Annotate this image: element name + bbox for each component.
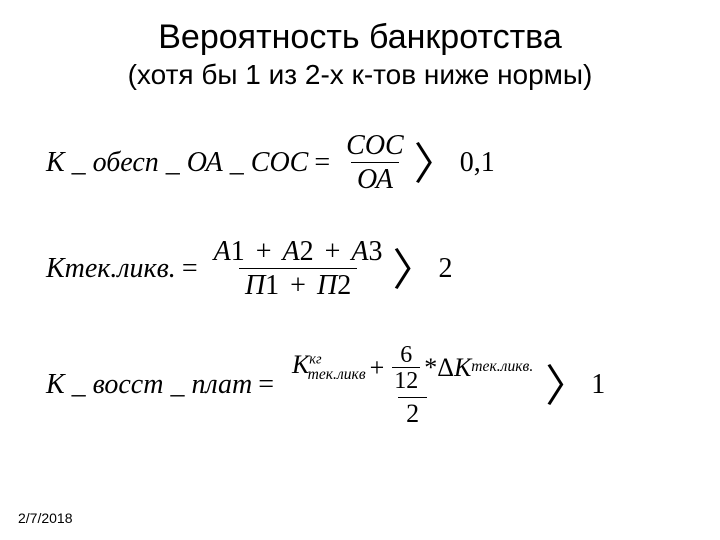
f3-k2-sub: тек.ликв. (471, 359, 533, 375)
equals: = (258, 369, 274, 401)
f2-fraction: А1 + А2 + А3 П1 + П2 (208, 237, 389, 301)
f3-twelve: 12 (392, 367, 420, 393)
formulas-block: К _ обесп _ ОА _ СОС = СОС ОА 〉 0,1 Ктек… (40, 131, 680, 427)
f3-lhs: К _ восст _ плат (46, 369, 252, 401)
delta-icon: Δ (437, 354, 454, 381)
formula-3: К _ восст _ плат = Ккгтек.ликв + 6 12 * … (46, 343, 680, 427)
f2-n1: 1 (231, 236, 245, 267)
page-title: Вероятность банкротства (40, 18, 680, 57)
slide-date: 2/7/2018 (18, 510, 73, 526)
f3-fraction: Ккгтек.ликв + 6 12 * ΔКтек.ликв. 2 (284, 343, 541, 427)
f2-lhs: Ктек.ликв. (46, 253, 176, 285)
f3-k1: Ккгтек.ликв (292, 351, 366, 384)
f3-num: Ккгтек.ликв + 6 12 * ΔКтек.ликв. (284, 343, 541, 397)
formula-1: К _ обесп _ ОА _ СОС = СОС ОА 〉 0,1 (46, 131, 680, 195)
f3-k1-sub: тек.ликв (308, 366, 366, 383)
equals: = (182, 253, 198, 285)
f3-star: * (424, 354, 437, 381)
f2-a3: А (351, 236, 368, 267)
f2-n3: 3 (369, 236, 383, 267)
f1-den: ОА (351, 162, 399, 194)
f2-tail: 2 (439, 253, 453, 285)
f2-d1: 1 (265, 270, 279, 301)
f3-k2: К (454, 354, 471, 381)
f2-a1: А (214, 236, 231, 267)
f2-p1: П (245, 270, 265, 301)
f2-a2: А (283, 236, 300, 267)
f2-d2: 2 (337, 270, 351, 301)
f1-tail: 0,1 (460, 147, 495, 179)
f1-fraction: СОС ОА (340, 131, 410, 195)
formula-2: Ктек.ликв. = А1 + А2 + А3 П1 + П2 〉 2 (46, 237, 680, 301)
f3-tail: 1 (591, 369, 605, 401)
f3-k1-base: К (292, 350, 309, 379)
f1-lhs: К _ обесп _ ОА _ СОС (46, 147, 308, 179)
page-subtitle: (хотя бы 1 из 2-х к-тов ниже нормы) (40, 59, 680, 91)
f2-p2: П (317, 270, 337, 301)
f1-num: СОС (340, 131, 410, 162)
f3-six: 6 (398, 343, 414, 367)
f2-n2: 2 (300, 236, 314, 267)
f2-den: П1 + П2 (239, 268, 357, 300)
f3-inner-frac: 6 12 (392, 343, 420, 393)
f3-den: 2 (398, 397, 427, 427)
equals: = (314, 147, 330, 179)
f2-num: А1 + А2 + А3 (208, 237, 389, 268)
